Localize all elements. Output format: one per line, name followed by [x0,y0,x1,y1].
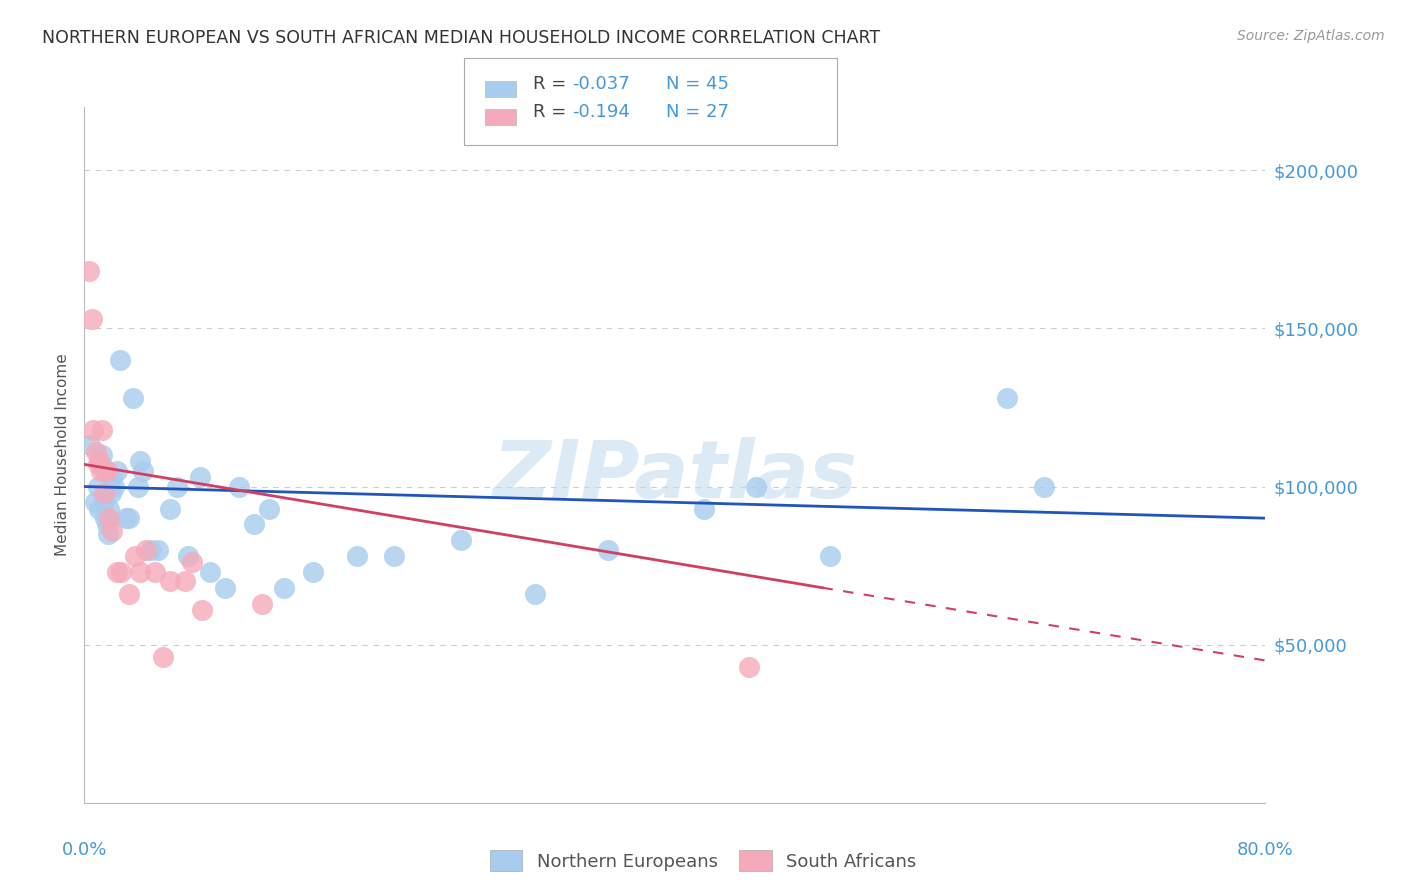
Point [693,501,716,516]
Point [302,565,325,579]
Point [152,650,174,665]
Point [139,542,162,557]
Point [90,464,112,478]
Point [188,470,211,484]
Text: N = 45: N = 45 [666,75,730,93]
Text: -0.037: -0.037 [572,75,630,93]
Point [94,511,117,525]
Point [86,458,108,472]
Point [105,464,128,478]
Point [108,353,131,368]
Point [110,565,132,579]
Point [159,574,181,589]
Point [818,549,841,563]
Point [84,444,107,458]
Point [83,495,105,509]
Point [97,527,120,541]
Point [523,587,546,601]
Point [118,511,141,525]
Point [177,549,200,563]
Point [129,565,152,579]
Point [243,517,266,532]
Point [96,464,118,478]
Point [598,542,620,557]
Point [191,603,214,617]
Text: Source: ZipAtlas.com: Source: ZipAtlas.com [1237,29,1385,43]
Y-axis label: Median Household Income: Median Household Income [55,353,70,557]
Point [98,501,121,516]
Point [79,438,101,452]
Point [129,454,152,468]
Point [132,464,155,478]
Point [148,542,170,557]
Point [738,660,761,674]
Point [250,597,273,611]
Point [80,312,103,326]
Point [118,587,141,601]
Text: N = 27: N = 27 [666,103,730,121]
Point [127,479,149,493]
Point [214,581,236,595]
Point [382,549,406,563]
Point [995,391,1018,405]
Point [91,423,114,437]
Point [228,479,250,493]
Point [101,524,124,538]
Point [93,495,115,509]
Point [135,542,157,557]
Point [82,423,104,437]
Text: 80.0%: 80.0% [1237,841,1294,859]
Point [346,549,368,563]
Point [114,511,136,525]
Point [198,565,221,579]
Point [257,501,280,516]
Point [103,479,125,493]
Point [124,549,146,563]
Point [159,501,181,516]
Point [105,565,128,579]
Text: -0.194: -0.194 [572,103,630,121]
Point [77,264,100,278]
Text: R =: R = [533,103,572,121]
Point [122,391,145,405]
Legend: Northern Europeans, South Africans: Northern Europeans, South Africans [482,843,924,879]
Point [1032,479,1054,493]
Point [86,479,108,493]
Point [93,486,115,500]
Point [96,517,118,532]
Point [94,464,117,478]
Point [273,581,295,595]
Point [89,501,111,516]
Text: 0.0%: 0.0% [62,841,107,859]
Point [91,448,114,462]
Point [745,479,768,493]
Point [100,486,122,500]
Point [101,470,124,484]
Text: NORTHERN EUROPEAN VS SOUTH AFRICAN MEDIAN HOUSEHOLD INCOME CORRELATION CHART: NORTHERN EUROPEAN VS SOUTH AFRICAN MEDIA… [42,29,880,46]
Text: R =: R = [533,75,572,93]
Point [450,533,472,548]
Point [89,454,111,468]
Point [98,511,121,525]
Point [181,556,204,570]
Point [166,479,188,493]
Point [90,458,112,472]
Text: ZIPatlas: ZIPatlas [492,437,858,515]
Point [143,565,166,579]
Point [173,574,195,589]
